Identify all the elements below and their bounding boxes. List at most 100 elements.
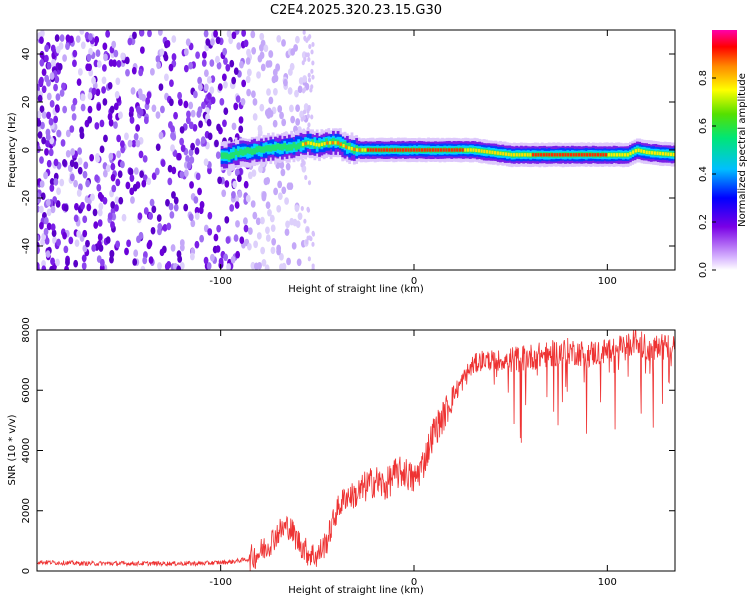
heatmap-noise-cell bbox=[94, 36, 100, 44]
heatmap-noise-cell bbox=[169, 211, 175, 219]
heatmap-noise-cell bbox=[79, 131, 85, 140]
heatmap-core-cell bbox=[605, 153, 608, 157]
heatmap-noise-cell bbox=[250, 261, 256, 270]
heatmap-noise-cell bbox=[97, 219, 103, 227]
heatmap-noise-cell bbox=[260, 39, 266, 48]
heatmap-noise-cell bbox=[102, 169, 108, 178]
heatmap-noise-cell bbox=[188, 121, 194, 130]
heatmap-noise-cell bbox=[216, 61, 222, 70]
heatmap-noise-cell bbox=[215, 55, 220, 64]
heatmap-noise-cell bbox=[246, 48, 251, 57]
heatmap-noise-cell bbox=[65, 150, 71, 158]
heatmap-noise-cell bbox=[265, 60, 271, 68]
heatmap-core-cell bbox=[504, 152, 508, 156]
heatmap-noise-cell bbox=[299, 110, 305, 119]
heatmap-noise-cell bbox=[183, 100, 189, 109]
heatmap-ridge-cell bbox=[276, 143, 280, 150]
heatmap-noise-cell bbox=[48, 118, 54, 126]
heatmap-noise-cell bbox=[167, 177, 173, 186]
heatmap-noise-cell bbox=[127, 139, 133, 148]
heatmap-noise-cell bbox=[151, 172, 157, 180]
heatmap-ridge-cell bbox=[619, 152, 623, 158]
heatmap-core-cell bbox=[380, 148, 383, 152]
heatmap-noise-cell bbox=[190, 109, 196, 118]
heatmap-noise-cell bbox=[245, 194, 251, 203]
heatmap-noise-cell bbox=[203, 158, 209, 167]
heatmap-noise-cell bbox=[192, 123, 198, 132]
heatmap-noise-cell bbox=[160, 105, 165, 114]
heatmap-noise-cell bbox=[81, 262, 87, 270]
heatmap-noise-cell bbox=[203, 256, 209, 265]
heatmap-core-cell bbox=[320, 142, 324, 147]
heatmap-core-cell bbox=[561, 153, 564, 157]
heatmap-core-cell bbox=[480, 149, 483, 153]
heatmap-ridge-cell bbox=[269, 145, 273, 152]
heatmap-noise-cell bbox=[179, 262, 185, 270]
heatmap-core-cell bbox=[415, 148, 418, 152]
heatmap-noise-cell bbox=[306, 227, 310, 233]
heatmap-noise-cell bbox=[283, 78, 288, 87]
heatmap-noise-cell bbox=[116, 150, 122, 159]
heatmap-noise-cell bbox=[91, 87, 97, 96]
heatmap-core-cell bbox=[456, 148, 459, 152]
colorbar-gradient bbox=[712, 30, 737, 270]
heatmap-noise-cell bbox=[190, 219, 196, 228]
heatmap-noise-cell bbox=[41, 265, 47, 270]
heatmap-noise-cell bbox=[311, 60, 315, 66]
heatmap-noise-cell bbox=[231, 190, 236, 199]
heatmap-core-cell bbox=[496, 151, 499, 155]
heatmap-noise-cell bbox=[110, 221, 115, 229]
heatmap-noise-cell bbox=[170, 131, 175, 140]
heatmap-core-cell bbox=[599, 153, 602, 157]
heatmap-noise-cell bbox=[158, 131, 164, 140]
heatmap-noise-cell bbox=[310, 49, 314, 55]
heatmap-ridge-cell bbox=[457, 147, 461, 153]
heatmap-core-cell bbox=[550, 153, 554, 157]
heatmap-core-cell bbox=[434, 148, 437, 152]
heatmap-noise-cell bbox=[97, 233, 103, 242]
heatmap-noise-cell bbox=[252, 98, 258, 106]
colorbar-tick-label: 0.6 bbox=[698, 118, 709, 134]
heatmap-noise-cell bbox=[49, 136, 55, 145]
heatmap-noise-cell bbox=[251, 169, 257, 177]
y-tick-label: 6000 bbox=[21, 378, 32, 403]
heatmap-core-cell bbox=[572, 153, 575, 157]
heatmap-core-cell bbox=[407, 148, 410, 152]
heatmap-noise-cell bbox=[154, 167, 160, 176]
heatmap-core-cell bbox=[356, 148, 359, 152]
heatmap-noise-cell bbox=[281, 39, 286, 47]
heatmap-noise-cell bbox=[231, 122, 237, 131]
heatmap-noise-cell bbox=[44, 44, 50, 53]
heatmap-noise-cell bbox=[307, 72, 311, 78]
heatmap-noise-cell bbox=[197, 187, 202, 196]
heatmap-core-cell bbox=[634, 149, 637, 153]
heatmap-ridge-cell bbox=[392, 147, 396, 153]
heatmap-core-cell bbox=[418, 148, 421, 152]
heatmap-noise-cell bbox=[233, 234, 239, 242]
heatmap-noise-cell bbox=[80, 41, 86, 50]
heatmap-core-cell bbox=[642, 149, 646, 154]
heatmap-noise-cell bbox=[45, 198, 51, 207]
heatmap-noise-cell bbox=[129, 174, 135, 182]
heatmap-noise-cell bbox=[53, 115, 59, 124]
heatmap-core-cell bbox=[607, 153, 610, 157]
heatmap-noise-cell bbox=[37, 94, 43, 103]
heatmap-noise-cell bbox=[55, 258, 60, 267]
heatmap-ridge-cell bbox=[290, 144, 294, 151]
heatmap-noise-cell bbox=[107, 81, 113, 90]
heatmap-noise-cell bbox=[155, 111, 161, 119]
x-tick-label: 0 bbox=[411, 577, 417, 588]
heatmap-ridge-cell bbox=[292, 142, 296, 149]
heatmap-core-cell bbox=[618, 153, 621, 157]
heatmap-noise-cell bbox=[145, 97, 151, 105]
heatmap-noise-cell bbox=[198, 206, 204, 215]
heatmap-noise-cell bbox=[266, 107, 272, 116]
heatmap-noise-cell bbox=[207, 166, 212, 175]
heatmap-noise-cell bbox=[116, 60, 122, 68]
heatmap-noise-cell bbox=[44, 148, 49, 156]
heatmap-noise-cell bbox=[311, 42, 315, 48]
heatmap-noise-cell bbox=[80, 93, 86, 102]
heatmap-noise-cell bbox=[125, 68, 130, 77]
heatmap-ridge-cell bbox=[570, 152, 574, 158]
heatmap-noise-cell bbox=[133, 133, 139, 141]
